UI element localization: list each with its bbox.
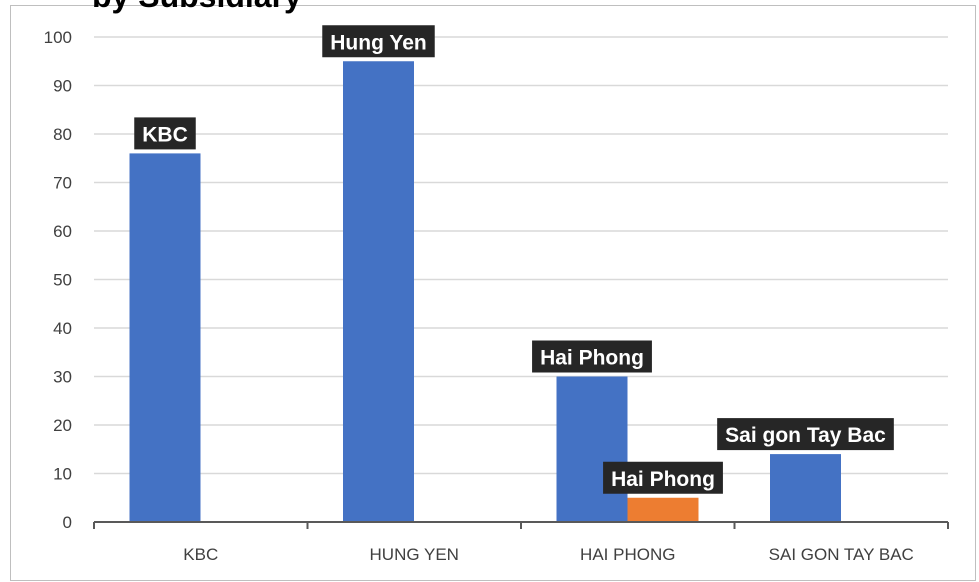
data-label-box xyxy=(603,461,723,494)
x-axis xyxy=(93,521,949,529)
y-tick-label: 70 xyxy=(53,174,72,193)
data-labels: KBC Hung Yen Hai Phong Hai Phong Sai gon Tay… xyxy=(134,25,894,494)
y-axis-ticks: 0 10 20 30 40 50 60 70 80 90 100 xyxy=(44,28,72,532)
data-label-text: Hung Yen xyxy=(330,31,426,54)
y-tick-label: 90 xyxy=(53,77,72,96)
data-label-text: Hai Phong xyxy=(611,468,715,491)
bars xyxy=(129,61,841,522)
y-tick-label: 50 xyxy=(53,271,72,290)
x-tick-label: KBC xyxy=(183,545,218,564)
y-tick-label: 0 xyxy=(63,513,72,532)
x-tick-label: HUNG YEN xyxy=(370,545,459,564)
bar-hai-phong-s1 xyxy=(627,497,699,522)
x-tick-label: HAI PHONG xyxy=(580,545,675,564)
data-label-box xyxy=(532,340,652,373)
data-label: Hung Yen xyxy=(322,25,435,58)
y-tick-label: 10 xyxy=(53,465,72,484)
x-axis-ticks: KBC HUNG YEN HAI PHONG SAI GON TAY BAC xyxy=(183,545,914,564)
data-label: KBC xyxy=(134,117,196,150)
bar-hung-yen-s0 xyxy=(343,61,414,522)
y-tick-label: 100 xyxy=(44,28,72,47)
x-tick-label: SAI GON TAY BAC xyxy=(769,545,914,564)
bar-kbc-s0 xyxy=(129,153,201,522)
bar-sai-gon-tay-bac-s0 xyxy=(770,454,841,522)
data-label-text: Sai gon Tay Bac xyxy=(725,424,886,447)
data-label-text: Hai Phong xyxy=(540,347,644,370)
data-label-box xyxy=(134,117,196,150)
chart-title: by Subsidiary xyxy=(92,0,302,15)
data-label: Sai gon Tay Bac xyxy=(717,418,894,451)
y-tick-label: 30 xyxy=(53,368,72,387)
data-label-box xyxy=(322,25,435,58)
data-label-text: KBC xyxy=(142,123,188,146)
y-tick-label: 60 xyxy=(53,222,72,241)
gridlines xyxy=(94,36,948,475)
data-label: Hai Phong xyxy=(603,461,723,494)
data-label: Hai Phong xyxy=(532,340,652,373)
y-tick-label: 80 xyxy=(53,125,72,144)
bar-hai-phong-s0 xyxy=(556,376,628,522)
y-tick-label: 40 xyxy=(53,319,72,338)
data-label-box xyxy=(717,418,894,451)
y-tick-label: 20 xyxy=(53,416,72,435)
